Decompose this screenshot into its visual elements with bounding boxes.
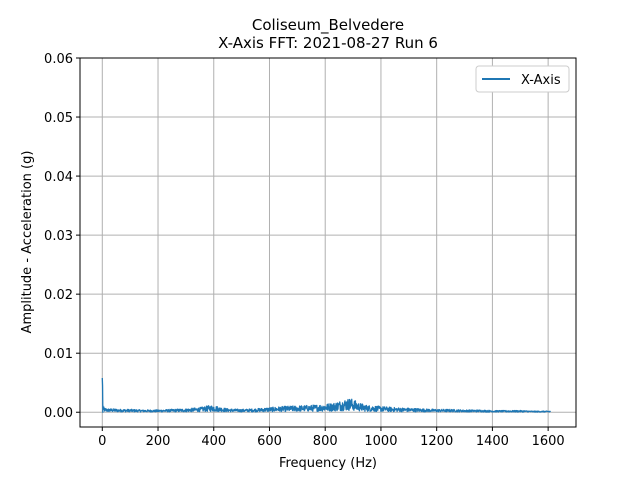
y-tick-label: 0.05: [44, 111, 73, 126]
chart-subtitle: X-Axis FFT: 2021-08-27 Run 6: [218, 34, 438, 52]
x-tick-label: 1000: [364, 434, 397, 449]
x-tick-label: 400: [201, 434, 226, 449]
plot-area: [80, 58, 576, 427]
x-tick-label: 1200: [420, 434, 453, 449]
x-tick-label: 800: [313, 434, 338, 449]
legend-box: [475, 65, 570, 93]
x-tick-label: 600: [257, 434, 282, 449]
series-line-x-axis: [101, 377, 552, 413]
x-axis-label: Frequency (Hz): [279, 456, 377, 471]
y-tick-label: 0.00: [44, 406, 73, 421]
y-axis-label: Amplitude - Acceleration (g): [20, 151, 35, 334]
y-tick-label: 0.06: [44, 52, 73, 67]
x-tick-label: 200: [146, 434, 171, 449]
x-ticks: 0 200 400 600 800 1000 1200 1400 1600: [98, 427, 565, 449]
x-tick-label: 1600: [532, 434, 565, 449]
x-tick-label: 1400: [476, 434, 509, 449]
x-tick-label: 0: [98, 434, 106, 449]
legend-label-x-axis: X-Axis: [521, 73, 561, 88]
plot-frame: [79, 57, 577, 428]
y-ticks: 0.00 0.01 0.02 0.03 0.04 0.05 0.06: [44, 52, 80, 421]
y-tick-label: 0.02: [44, 288, 73, 303]
y-tick-label: 0.01: [44, 347, 73, 362]
chart-title: Coliseum_Belvedere: [252, 16, 404, 35]
legend: X-Axis: [475, 65, 570, 93]
y-tick-label: 0.03: [44, 229, 73, 244]
y-tick-label: 0.04: [44, 170, 73, 185]
series-layer: [101, 377, 552, 413]
